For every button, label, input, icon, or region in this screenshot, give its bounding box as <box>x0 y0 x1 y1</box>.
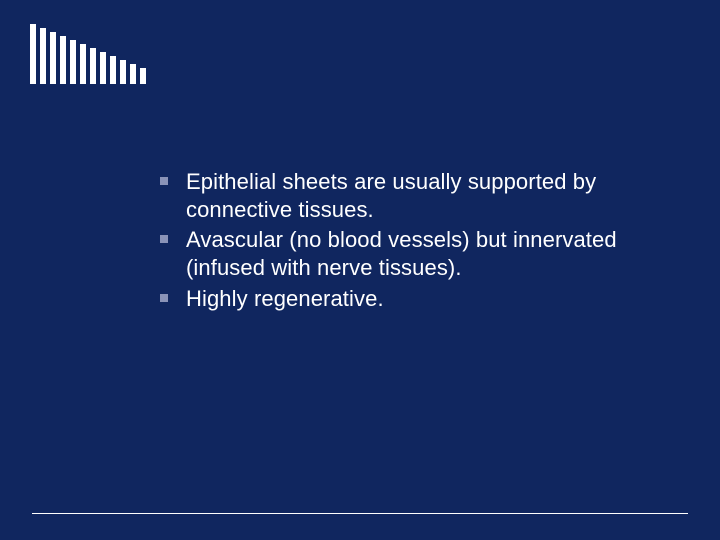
comb-tooth <box>80 44 86 84</box>
comb-tooth <box>100 52 106 84</box>
list-item: Highly regenerative. <box>160 285 660 313</box>
bullet-text: Avascular (no blood vessels) but innerva… <box>186 226 660 282</box>
comb-tooth <box>40 28 46 84</box>
comb-tooth <box>50 32 56 84</box>
slide: Epithelial sheets are usually supported … <box>0 0 720 540</box>
comb-tooth <box>30 24 36 84</box>
bullet-text: Epithelial sheets are usually supported … <box>186 168 660 224</box>
comb-tooth <box>70 40 76 84</box>
comb-tooth <box>120 60 126 84</box>
comb-tooth <box>140 68 146 84</box>
comb-tooth <box>130 64 136 84</box>
bottom-divider <box>32 513 688 514</box>
comb-tooth <box>60 36 66 84</box>
bullet-text: Highly regenerative. <box>186 285 384 313</box>
list-item: Epithelial sheets are usually supported … <box>160 168 660 224</box>
bullet-list: Epithelial sheets are usually supported … <box>160 168 660 315</box>
bullet-icon <box>160 294 168 302</box>
bullet-icon <box>160 235 168 243</box>
bullet-icon <box>160 177 168 185</box>
list-item: Avascular (no blood vessels) but innerva… <box>160 226 660 282</box>
comb-decoration <box>30 24 146 84</box>
comb-tooth <box>90 48 96 84</box>
comb-tooth <box>110 56 116 84</box>
